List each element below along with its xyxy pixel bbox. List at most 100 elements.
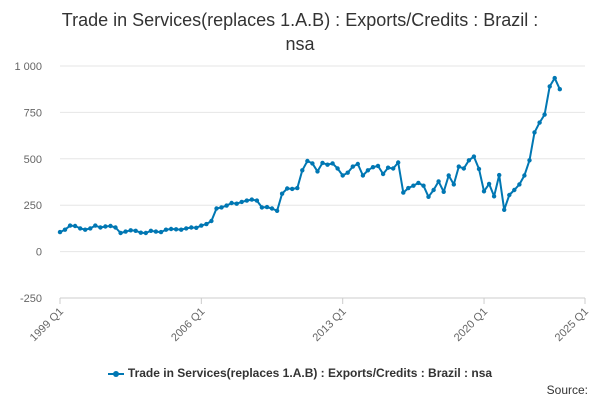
data-point[interactable] (416, 180, 421, 186)
data-point[interactable] (325, 162, 330, 167)
data-point[interactable] (406, 185, 411, 191)
data-point[interactable] (123, 229, 128, 234)
data-point[interactable] (138, 230, 143, 235)
data-point[interactable] (57, 229, 63, 235)
data-point[interactable] (471, 154, 477, 159)
data-point[interactable] (305, 158, 310, 164)
data-point[interactable] (532, 130, 537, 135)
data-point[interactable] (491, 194, 497, 199)
data-point[interactable] (189, 225, 194, 230)
data-point[interactable] (158, 229, 164, 235)
data-point[interactable] (244, 198, 249, 203)
data-point[interactable] (320, 160, 325, 166)
data-point[interactable] (209, 218, 214, 224)
data-point[interactable] (310, 161, 315, 166)
data-point[interactable] (315, 169, 320, 174)
data-point[interactable] (285, 186, 290, 191)
data-point[interactable] (83, 227, 88, 232)
data-point[interactable] (527, 158, 532, 163)
data-point[interactable] (133, 228, 138, 233)
data-point[interactable] (380, 171, 386, 177)
data-point[interactable] (184, 226, 189, 231)
data-point[interactable] (330, 161, 335, 166)
data-point[interactable] (502, 207, 507, 212)
data-point[interactable] (72, 223, 78, 229)
data-point[interactable] (421, 183, 426, 188)
data-point[interactable] (340, 173, 345, 178)
data-point[interactable] (269, 206, 275, 211)
data-point[interactable] (345, 170, 350, 175)
data-point[interactable] (168, 226, 174, 232)
data-point[interactable] (259, 205, 265, 210)
data-point[interactable] (512, 187, 517, 193)
data-point[interactable] (486, 181, 492, 187)
data-point[interactable] (219, 205, 224, 210)
data-point[interactable] (436, 179, 441, 184)
data-point[interactable] (295, 185, 300, 191)
data-point[interactable] (254, 198, 260, 203)
data-point[interactable] (446, 173, 451, 178)
data-point[interactable] (103, 224, 108, 229)
data-point[interactable] (300, 168, 305, 173)
data-point[interactable] (204, 221, 209, 227)
data-point[interactable] (78, 226, 83, 231)
data-point[interactable] (239, 199, 244, 205)
data-point[interactable] (249, 197, 254, 202)
data-point[interactable] (264, 204, 270, 210)
data-point[interactable] (153, 229, 159, 234)
data-point[interactable] (98, 225, 103, 230)
data-point[interactable] (229, 200, 234, 206)
data-point[interactable] (522, 173, 527, 178)
data-point[interactable] (274, 208, 280, 213)
data-point[interactable] (481, 189, 487, 194)
data-point[interactable] (360, 173, 366, 178)
data-point[interactable] (335, 166, 340, 171)
data-point[interactable] (128, 228, 133, 233)
data-point[interactable] (113, 225, 118, 230)
data-point[interactable] (375, 163, 381, 169)
data-point[interactable] (118, 230, 123, 236)
data-point[interactable] (552, 75, 557, 81)
data-point[interactable] (370, 165, 376, 170)
legend[interactable]: Trade in Services(replaces 1.A.B) : Expo… (0, 366, 600, 380)
data-point[interactable] (456, 164, 461, 169)
data-point[interactable] (507, 192, 512, 198)
data-point[interactable] (461, 166, 466, 171)
data-point[interactable] (290, 186, 295, 192)
data-point[interactable] (537, 120, 542, 125)
data-point[interactable] (350, 164, 355, 169)
data-point[interactable] (547, 84, 552, 89)
data-point[interactable] (517, 182, 522, 187)
data-point[interactable] (355, 161, 360, 167)
data-point[interactable] (199, 223, 204, 228)
data-point[interactable] (466, 158, 472, 163)
data-point[interactable] (143, 230, 148, 236)
data-point[interactable] (179, 227, 184, 232)
data-point[interactable] (542, 112, 547, 117)
data-point[interactable] (67, 223, 73, 228)
data-point[interactable] (224, 203, 229, 208)
data-point[interactable] (93, 223, 98, 228)
data-point[interactable] (391, 166, 396, 171)
data-point[interactable] (234, 201, 239, 206)
data-point[interactable] (365, 168, 371, 173)
data-point[interactable] (431, 187, 436, 193)
data-point[interactable] (279, 191, 285, 196)
data-point[interactable] (451, 182, 456, 187)
data-point[interactable] (476, 166, 482, 172)
data-point[interactable] (411, 183, 416, 188)
data-point[interactable] (214, 206, 219, 211)
data-point[interactable] (385, 165, 391, 170)
data-point[interactable] (194, 225, 199, 230)
data-point[interactable] (108, 223, 113, 229)
data-point[interactable] (148, 228, 154, 233)
data-point[interactable] (62, 227, 68, 232)
data-point[interactable] (426, 194, 431, 199)
data-point[interactable] (173, 227, 179, 232)
data-point[interactable] (497, 172, 502, 178)
data-point[interactable] (163, 227, 169, 232)
data-point[interactable] (401, 190, 406, 195)
data-point[interactable] (557, 87, 562, 92)
data-point[interactable] (441, 189, 446, 194)
data-point[interactable] (396, 160, 401, 165)
